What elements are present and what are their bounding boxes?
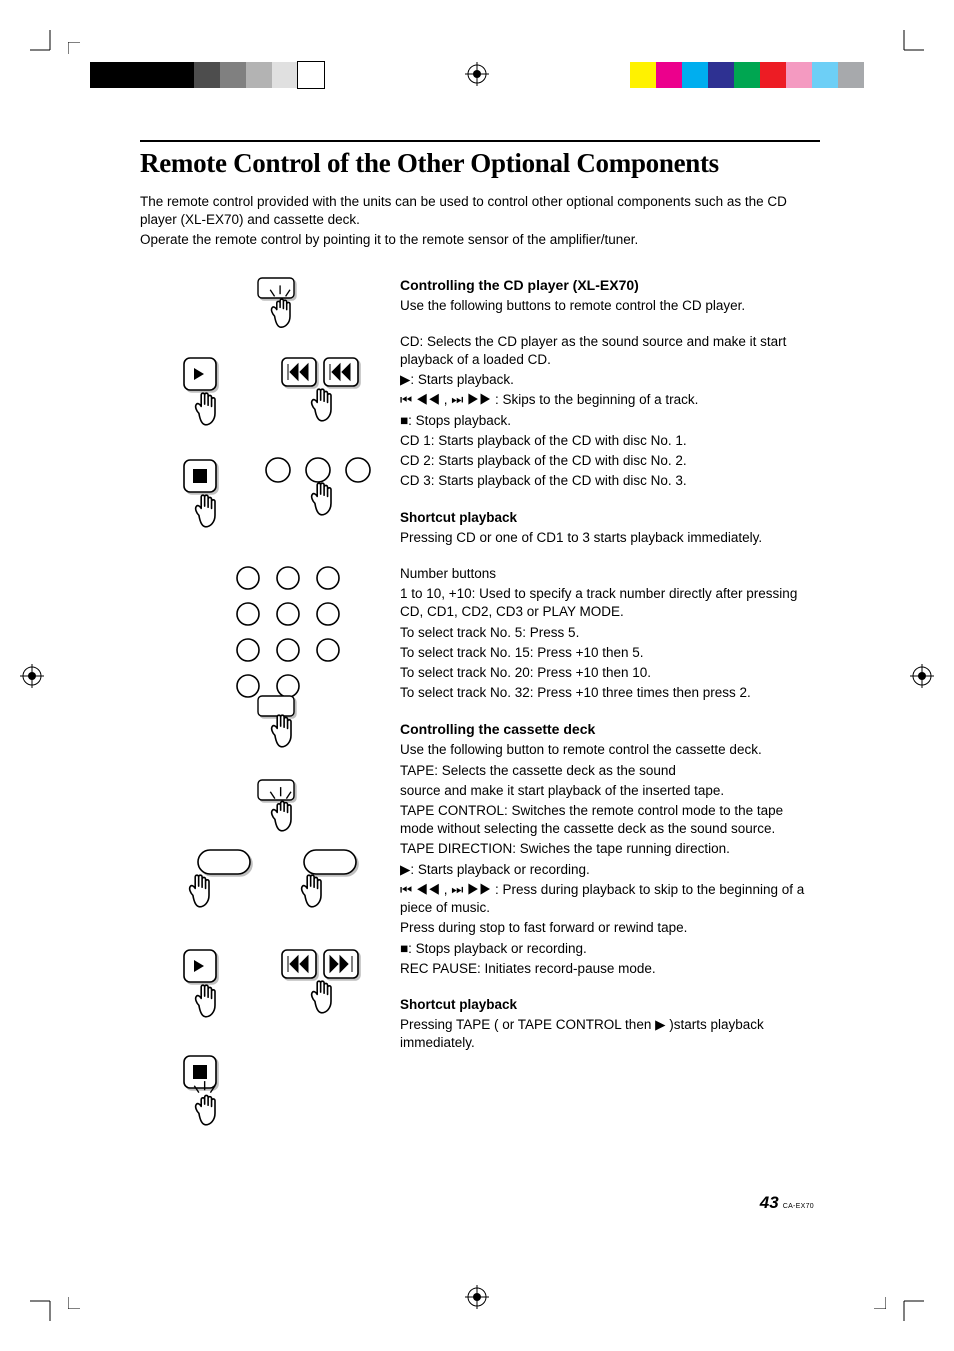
color-colorbar <box>630 62 864 88</box>
page-number: 43CA-EX70 <box>760 1193 814 1213</box>
cd-shortcut-heading: Shortcut playback <box>400 509 820 527</box>
tape-skip2: Press during stop to fast forward or rew… <box>400 919 820 937</box>
tape-play: ▶: Starts playback or recording. <box>400 861 820 879</box>
tape-heading: Controlling the cassette deck <box>400 720 820 739</box>
tape-p2: TAPE: Selects the cassette deck as the s… <box>400 762 820 780</box>
stop-icon: ■ <box>400 413 408 428</box>
cd-skip: ⏮ ◀◀ , ⏭ ▶▶ : Skips to the beginning of … <box>400 391 820 409</box>
cd-num-heading: Number buttons <box>400 565 820 583</box>
intro-p2: Operate the remote control by pointing i… <box>140 231 820 249</box>
tape-skip: ⏮ ◀◀ , ⏭ ▶▶ : Press during playback to s… <box>400 881 820 917</box>
cd-cd2: CD 2: Starts playback of the CD with dis… <box>400 452 820 470</box>
play-icon: ▶ <box>400 372 410 387</box>
page-title: Remote Control of the Other Optional Com… <box>140 148 820 179</box>
intro-p1: The remote control provided with the uni… <box>140 193 820 229</box>
cd-play: ▶: Starts playback. <box>400 371 820 389</box>
skip-back-icon: ⏮ ◀◀ <box>400 392 440 407</box>
tape-p3: TAPE CONTROL: Switches the remote contro… <box>400 802 820 838</box>
stop-icon: ■ <box>400 941 408 956</box>
play-icon: ▶ <box>655 1017 665 1032</box>
skip-back-icon: ⏮ ◀◀ <box>400 882 440 897</box>
tape-p4: TAPE DIRECTION: Swiches the tape running… <box>400 840 820 858</box>
tape-stop: ■: Stops playback or recording. <box>400 940 820 958</box>
cd-cd1: CD 1: Starts playback of the CD with dis… <box>400 432 820 450</box>
cd-p2: CD: Selects the CD player as the sound s… <box>400 333 820 369</box>
tape-shortcut-p: Pressing TAPE ( or TAPE CONTROL then ▶ )… <box>400 1016 820 1052</box>
cd-cd3: CD 3: Starts playback of the CD with dis… <box>400 472 820 490</box>
cd-num-p4: To select track No. 20: Press +10 then 1… <box>400 664 820 682</box>
cd-num-p3: To select track No. 15: Press +10 then 5… <box>400 644 820 662</box>
cd-heading: Controlling the CD player (XL-EX70) <box>400 276 820 295</box>
play-icon: ▶ <box>400 862 410 877</box>
cd-shortcut-p: Pressing CD or one of CD1 to 3 starts pl… <box>400 529 820 547</box>
cd-stop: ■: Stops playback. <box>400 412 820 430</box>
tape-rec: REC PAUSE: Initiates record-pause mode. <box>400 960 820 978</box>
skip-fwd-icon: ⏭ ▶▶ <box>451 392 491 407</box>
remote-illustrations <box>140 276 400 1176</box>
gray-colorbar <box>90 62 324 88</box>
cd-num-p2: To select track No. 5: Press 5. <box>400 624 820 642</box>
tape-p2b: source and make it start playback of the… <box>400 782 820 800</box>
tape-shortcut-heading: Shortcut playback <box>400 996 820 1014</box>
cd-p1: Use the following buttons to remote cont… <box>400 297 820 315</box>
cd-num-p1: 1 to 10, +10: Used to specify a track nu… <box>400 585 820 621</box>
cd-num-p5: To select track No. 32: Press +10 three … <box>400 684 820 702</box>
skip-fwd-icon: ⏭ ▶▶ <box>451 882 491 897</box>
tape-p1: Use the following button to remote contr… <box>400 741 820 759</box>
